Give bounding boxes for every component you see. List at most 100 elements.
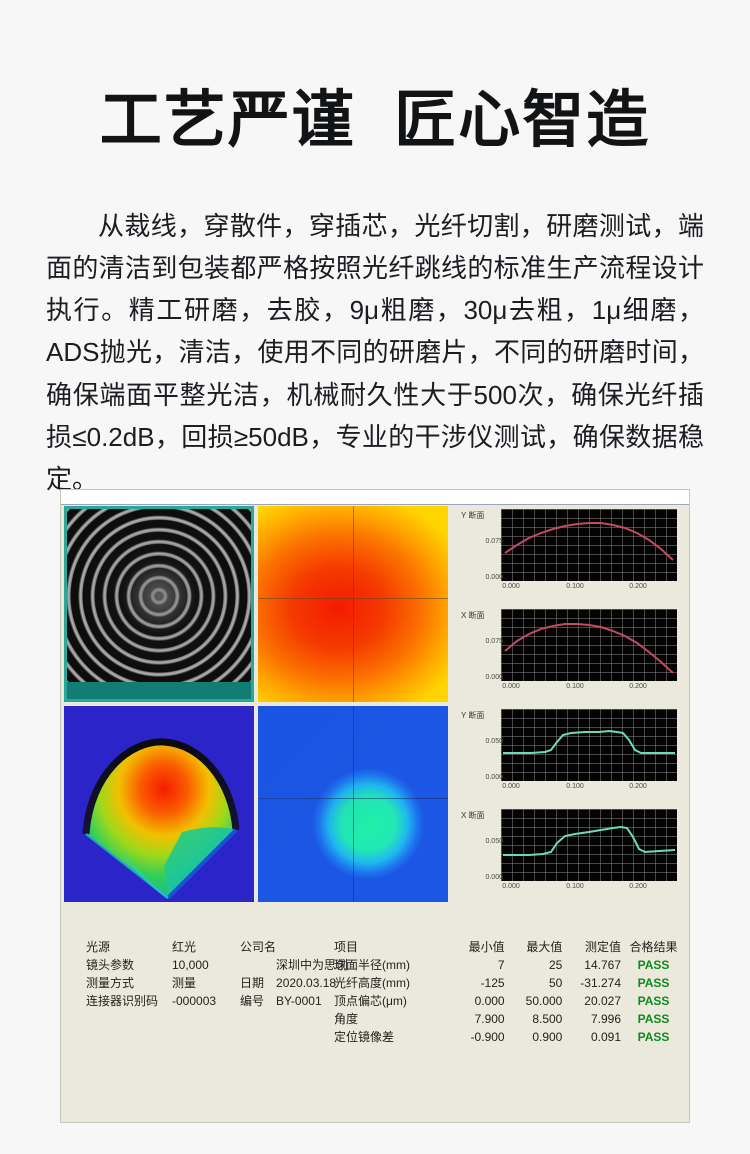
surface-3d-svg [82, 738, 240, 900]
status-badge: PASS [637, 958, 670, 972]
chart-ytick: 0.050 [485, 738, 503, 745]
chart-panel-y-2[interactable]: Y 断面 0.050 0.000 0.000 0.100 0.200 [457, 706, 687, 804]
info-value2: 2020.03.18 [276, 976, 337, 990]
info-value: -000003 [172, 994, 217, 1008]
plot-grid [501, 809, 677, 881]
info-label: 光源 [86, 940, 111, 954]
cross-section-chart-column: Y 断面 0.075 0.000 0.000 0.100 0.200 X 断面 [457, 506, 687, 904]
report-data-zone: 光源 红光 公司名 镜头参数 10,000 深圳中为思创 测量方式 测量 日期 … [64, 914, 686, 1119]
status-badge: PASS [637, 994, 670, 1008]
table-row: 连接器识别码 -000003 编号 BY-0001 [86, 992, 348, 1010]
info-label: 镜头参数 [86, 958, 135, 972]
column-header-max: 最大值 [526, 940, 563, 954]
chart-xtick: 0.200 [629, 583, 647, 590]
info-label2: 公司名 [240, 940, 277, 954]
surface-3d-image[interactable] [64, 706, 254, 902]
cell-value: 7.996 [590, 1012, 621, 1026]
measurement-results-table: 项目 最小值 最大值 测定值 合格结果 球面半径(mm) 7 25 14.767… [334, 938, 686, 1046]
cell-min: -0.900 [470, 1030, 505, 1044]
interferometer-report-panel: Y 断面 0.075 0.000 0.000 0.100 0.200 X 断面 [60, 489, 690, 1123]
info-value: 10,000 [172, 958, 209, 972]
cell-item: 定位镜像差 [334, 1030, 395, 1044]
table-row: 镜头参数 10,000 深圳中为思创 [86, 956, 348, 974]
chart-xtick: 0.000 [502, 883, 520, 890]
heightmap-hot-image[interactable] [258, 506, 448, 702]
chart-xtick: 0.100 [566, 883, 584, 890]
cell-max: 25 [548, 958, 563, 972]
heightmap-cool-image[interactable] [258, 706, 448, 902]
info-value2: BY-0001 [276, 994, 322, 1008]
plot-grid [501, 509, 677, 581]
cell-value: 20.027 [584, 994, 621, 1008]
plot-area [501, 509, 677, 581]
column-header-result: 合格结果 [629, 940, 678, 954]
cell-min: 0.000 [474, 994, 505, 1008]
chart-ytick: 0.075 [485, 638, 503, 645]
column-header-min: 最小值 [468, 940, 505, 954]
body-paragraph: 从裁线，穿散件，穿插芯，光纤切割，研磨测试，端面的清洁到包装都严格按照光纤跳线的… [46, 211, 704, 494]
status-badge: PASS [637, 1030, 670, 1044]
table-header-row: 项目 最小值 最大值 测定值 合格结果 [334, 938, 686, 956]
info-label2: 日期 [240, 976, 265, 990]
cell-min: -125 [480, 976, 505, 990]
hot-colormap [258, 506, 448, 702]
chart-title: X 断面 [461, 611, 485, 620]
chart-xtick: 0.000 [502, 783, 520, 790]
chart-xtick: 0.000 [502, 683, 520, 690]
chart-title: Y 断面 [461, 511, 485, 520]
chart-title: X 断面 [461, 811, 485, 820]
chart-title: Y 断面 [461, 711, 485, 720]
plot-grid [501, 709, 677, 781]
chart-ytick: 0.000 [485, 774, 503, 781]
chart-xtick: 0.100 [566, 683, 584, 690]
interferogram-frame [64, 506, 254, 702]
chart-xtick: 0.200 [629, 683, 647, 690]
plot-area [501, 809, 677, 881]
plot-curve-svg [503, 729, 675, 754]
table-row: 角度 7.900 8.500 7.996 PASS [334, 1010, 686, 1028]
info-label2: 编号 [240, 994, 265, 1008]
info-label: 连接器识别码 [86, 994, 159, 1008]
interferogram-image[interactable] [64, 506, 254, 702]
chart-panel-y-1[interactable]: Y 断面 0.075 0.000 0.000 0.100 0.200 [457, 506, 687, 604]
crosshair-vertical-icon [353, 706, 354, 902]
cell-item: 光纤高度(mm) [334, 976, 410, 990]
chart-panel-x-1[interactable]: X 断面 0.075 0.000 0.000 0.100 0.200 [457, 606, 687, 704]
cool-colormap [258, 706, 448, 902]
table-row: 定位镜像差 -0.900 0.900 0.091 PASS [334, 1028, 686, 1046]
cell-max: 8.500 [532, 1012, 563, 1026]
info-label2 [240, 956, 276, 974]
status-badge: PASS [637, 976, 670, 990]
column-header-item: 项目 [334, 940, 359, 954]
interferogram-base-band [64, 682, 254, 702]
table-row: 光源 红光 公司名 [86, 938, 348, 956]
cell-max: 50.000 [525, 994, 563, 1008]
cell-value: 0.091 [590, 1030, 621, 1044]
plot-curve-svg [504, 522, 674, 561]
page-title: 工艺严谨 匠心智造 [99, 86, 651, 155]
surface-3d-plot [64, 706, 254, 902]
chart-panel-x-2[interactable]: X 断面 0.050 0.000 0.000 0.100 0.200 [457, 806, 687, 904]
plot-area [501, 609, 677, 681]
plot-grid [501, 609, 677, 681]
chart-ytick: 0.000 [485, 674, 503, 681]
interference-fringes [64, 506, 254, 702]
plot-curve-svg [503, 825, 676, 856]
cell-max: 0.900 [532, 1030, 563, 1044]
measurement-image-grid [64, 506, 452, 904]
cell-item: 角度 [334, 1012, 359, 1026]
column-header-value: 测定值 [584, 940, 621, 954]
cell-min: 7 [497, 958, 505, 972]
chart-xtick: 0.200 [629, 883, 647, 890]
info-label: 测量方式 [86, 976, 135, 990]
panel-top-strip [61, 490, 689, 505]
chart-xtick: 0.200 [629, 783, 647, 790]
chart-xtick: 0.000 [502, 583, 520, 590]
crosshair-horizontal-icon [258, 798, 448, 800]
instrument-info-table: 光源 红光 公司名 镜头参数 10,000 深圳中为思创 测量方式 测量 日期 … [86, 938, 348, 1010]
cell-value: 14.767 [584, 958, 621, 972]
instrument-info-block: 光源 红光 公司名 镜头参数 10,000 深圳中为思创 测量方式 测量 日期 … [86, 938, 348, 1010]
table-row: 顶点偏芯(μm) 0.000 50.000 20.027 PASS [334, 992, 686, 1010]
chart-ytick: 0.050 [485, 838, 503, 845]
crosshair-horizontal-icon [258, 598, 448, 600]
